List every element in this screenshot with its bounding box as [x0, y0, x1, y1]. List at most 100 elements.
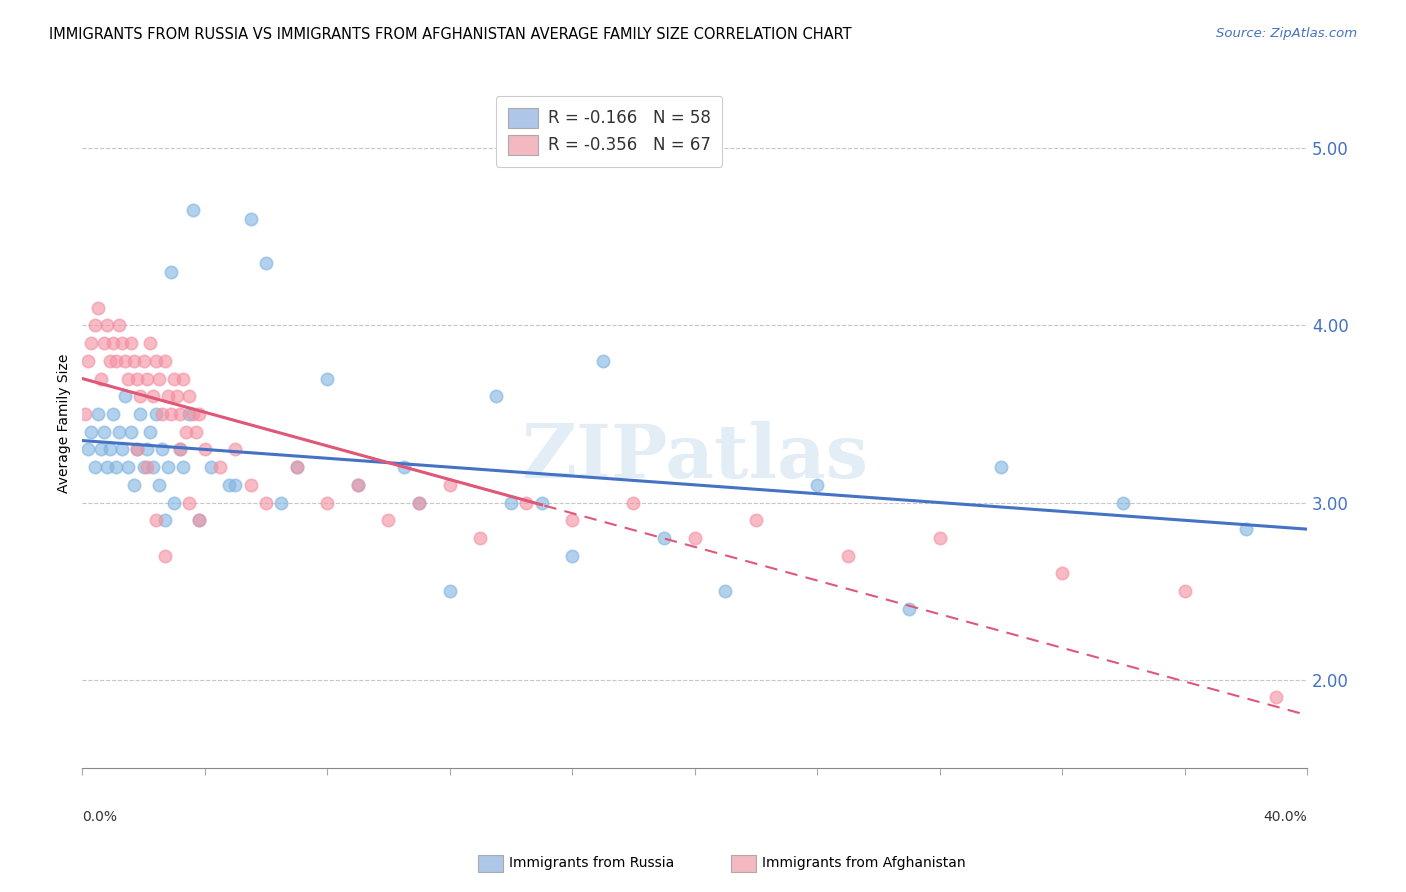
Point [75, 407, 97, 421]
Point [153, 354, 176, 368]
Text: IMMIGRANTS FROM RUSSIA VS IMMIGRANTS FROM AFGHANISTAN AVERAGE FAMILY SIZE CORREL: IMMIGRANTS FROM RUSSIA VS IMMIGRANTS FRO… [49, 27, 852, 42]
Point [129, 389, 152, 403]
Point [187, 513, 209, 527]
Point [96, 460, 118, 475]
Point [104, 460, 127, 475]
Point [592, 354, 614, 368]
Point [254, 256, 277, 270]
Point [150, 442, 173, 457]
Point [135, 442, 157, 457]
Point [179, 389, 201, 403]
Point [132, 354, 155, 368]
Point [898, 602, 921, 616]
Point [169, 442, 191, 457]
Point [218, 478, 240, 492]
Point [148, 371, 170, 385]
Point [714, 584, 737, 599]
Point [163, 371, 186, 385]
Point [114, 389, 136, 403]
Point [142, 460, 165, 475]
Point [169, 442, 191, 457]
Point [806, 478, 828, 492]
Point [392, 460, 415, 475]
Point [124, 478, 146, 492]
Point [179, 407, 201, 421]
Point [98, 354, 121, 368]
Point [187, 513, 209, 527]
Point [1112, 495, 1135, 509]
Point [166, 389, 188, 403]
Point [111, 442, 134, 457]
Point [209, 460, 232, 475]
Point [652, 531, 675, 545]
Text: ZIPatlas: ZIPatlas [522, 421, 868, 494]
Point [145, 354, 167, 368]
Point [138, 425, 160, 439]
Point [129, 407, 152, 421]
Point [179, 495, 201, 509]
Point [224, 442, 246, 457]
Point [169, 407, 191, 421]
Point [285, 460, 308, 475]
Point [1265, 690, 1288, 705]
Point [184, 425, 207, 439]
Point [120, 336, 142, 351]
Text: Immigrants from Afghanistan: Immigrants from Afghanistan [762, 856, 966, 871]
Point [377, 513, 399, 527]
Point [285, 460, 308, 475]
Point [104, 354, 127, 368]
Point [439, 478, 461, 492]
Point [90, 371, 112, 385]
Point [745, 513, 768, 527]
Point [83, 460, 105, 475]
Point [124, 354, 146, 368]
Point [108, 318, 131, 333]
Point [120, 425, 142, 439]
Point [142, 389, 165, 403]
Point [132, 460, 155, 475]
Point [135, 460, 157, 475]
Point [187, 407, 209, 421]
Point [347, 478, 370, 492]
Point [96, 318, 118, 333]
Point [1050, 566, 1073, 581]
Point [86, 301, 108, 315]
Point [111, 336, 134, 351]
Text: Source: ZipAtlas.com: Source: ZipAtlas.com [1216, 27, 1357, 40]
Point [200, 460, 222, 475]
Point [1174, 584, 1197, 599]
Point [499, 495, 522, 509]
Point [194, 442, 217, 457]
Point [135, 371, 157, 385]
Y-axis label: Average Family Size: Average Family Size [58, 353, 72, 492]
Point [408, 495, 430, 509]
Point [138, 336, 160, 351]
Point [990, 460, 1012, 475]
Point [270, 495, 292, 509]
Point [224, 478, 246, 492]
Point [83, 318, 105, 333]
Point [90, 442, 112, 457]
Point [101, 336, 124, 351]
Point [117, 371, 139, 385]
Point [623, 495, 645, 509]
Point [347, 478, 370, 492]
Point [80, 336, 103, 351]
Text: Immigrants from Russia: Immigrants from Russia [509, 856, 675, 871]
Point [172, 460, 194, 475]
Point [93, 336, 115, 351]
Point [928, 531, 950, 545]
Point [181, 407, 204, 421]
Point [316, 371, 339, 385]
Point [470, 531, 492, 545]
Point [117, 460, 139, 475]
Point [316, 495, 339, 509]
Point [108, 425, 131, 439]
Point [148, 478, 170, 492]
Point [172, 371, 194, 385]
Point [239, 478, 262, 492]
Point [561, 513, 583, 527]
Point [683, 531, 706, 545]
Point [127, 442, 149, 457]
Point [93, 425, 115, 439]
